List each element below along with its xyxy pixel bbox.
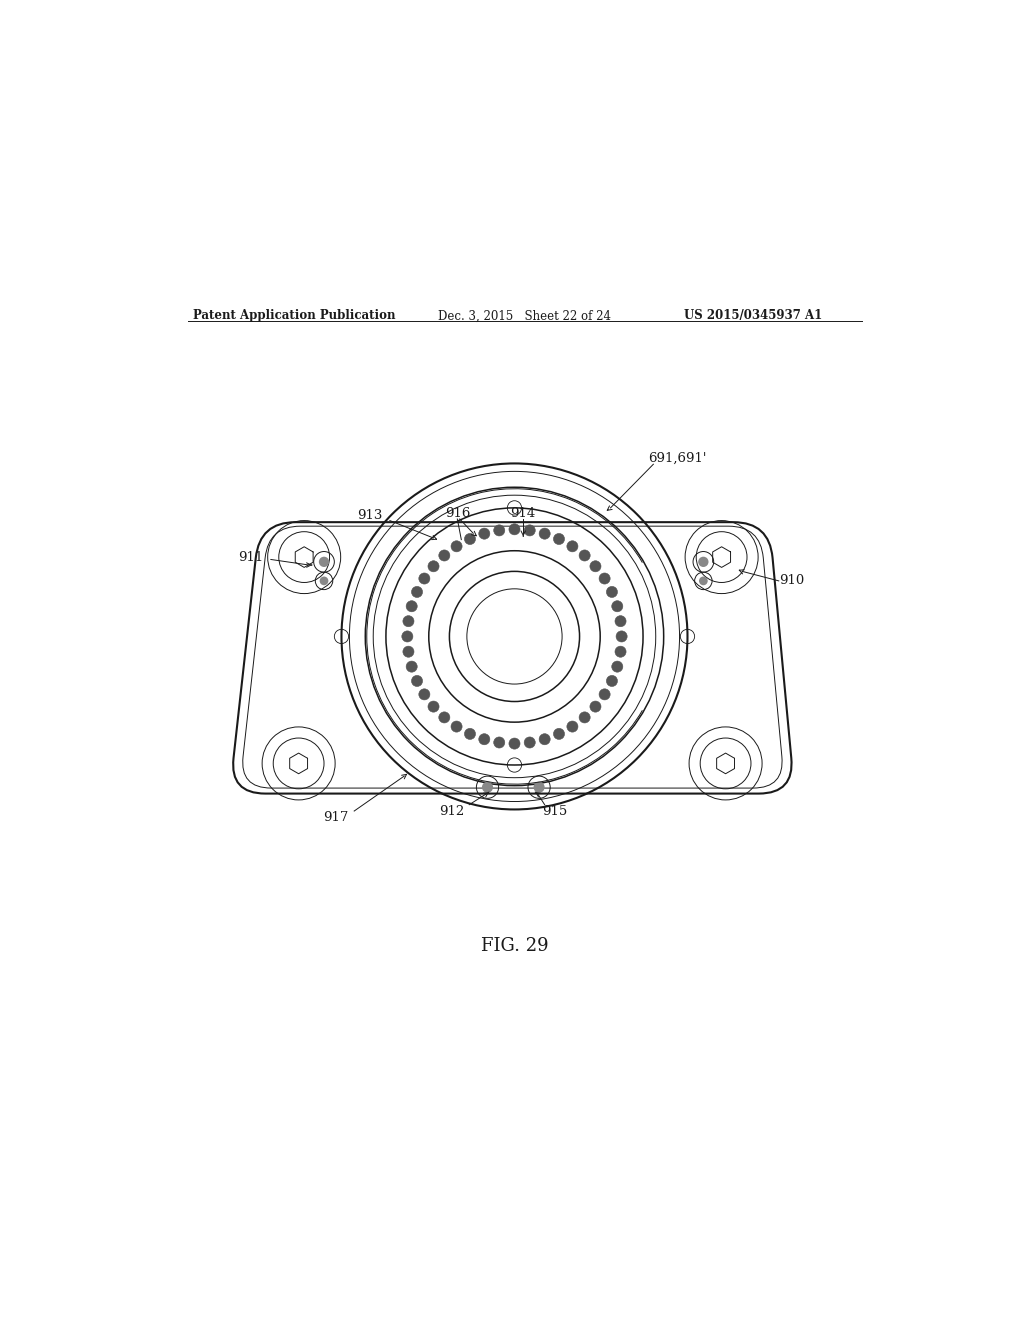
Circle shape bbox=[451, 541, 462, 552]
Circle shape bbox=[438, 711, 450, 723]
Circle shape bbox=[616, 631, 627, 642]
Circle shape bbox=[494, 737, 505, 748]
Circle shape bbox=[318, 557, 329, 568]
Circle shape bbox=[590, 701, 601, 713]
Circle shape bbox=[451, 721, 462, 733]
Circle shape bbox=[407, 661, 417, 672]
Circle shape bbox=[419, 573, 430, 583]
Text: 691,691': 691,691' bbox=[648, 453, 707, 465]
Circle shape bbox=[524, 525, 536, 536]
Circle shape bbox=[479, 734, 489, 744]
Text: Patent Application Publication: Patent Application Publication bbox=[194, 309, 395, 322]
Circle shape bbox=[553, 533, 564, 545]
Circle shape bbox=[599, 689, 610, 700]
Circle shape bbox=[482, 781, 494, 793]
Text: 915: 915 bbox=[543, 804, 567, 817]
Circle shape bbox=[553, 729, 564, 739]
Circle shape bbox=[479, 528, 489, 539]
Text: 913: 913 bbox=[357, 510, 383, 523]
Circle shape bbox=[615, 645, 626, 657]
Circle shape bbox=[402, 645, 414, 657]
Circle shape bbox=[412, 676, 423, 686]
Circle shape bbox=[539, 734, 550, 744]
Circle shape bbox=[698, 557, 709, 568]
Circle shape bbox=[606, 586, 617, 598]
Text: US 2015/0345937 A1: US 2015/0345937 A1 bbox=[684, 309, 822, 322]
Circle shape bbox=[539, 528, 550, 539]
Circle shape bbox=[567, 541, 578, 552]
Circle shape bbox=[319, 577, 329, 585]
Circle shape bbox=[494, 525, 505, 536]
Circle shape bbox=[699, 577, 708, 585]
Circle shape bbox=[402, 615, 414, 627]
Text: 916: 916 bbox=[444, 507, 470, 520]
Text: 910: 910 bbox=[778, 574, 804, 587]
Circle shape bbox=[567, 721, 578, 733]
Circle shape bbox=[524, 737, 536, 748]
Circle shape bbox=[407, 601, 417, 611]
Circle shape bbox=[428, 561, 439, 572]
Circle shape bbox=[580, 550, 590, 561]
Circle shape bbox=[599, 573, 610, 583]
Circle shape bbox=[534, 781, 545, 793]
Circle shape bbox=[419, 689, 430, 700]
Text: 914: 914 bbox=[511, 507, 536, 520]
Circle shape bbox=[465, 729, 475, 739]
Circle shape bbox=[428, 701, 439, 713]
Text: 917: 917 bbox=[324, 810, 348, 824]
Circle shape bbox=[509, 738, 520, 750]
Circle shape bbox=[412, 586, 423, 598]
Text: Dec. 3, 2015   Sheet 22 of 24: Dec. 3, 2015 Sheet 22 of 24 bbox=[437, 309, 610, 322]
Circle shape bbox=[465, 533, 475, 545]
Circle shape bbox=[438, 550, 450, 561]
Text: 912: 912 bbox=[439, 804, 465, 817]
Circle shape bbox=[611, 601, 623, 611]
Circle shape bbox=[401, 631, 413, 642]
Circle shape bbox=[606, 676, 617, 686]
Circle shape bbox=[590, 561, 601, 572]
Circle shape bbox=[580, 711, 590, 723]
Text: FIG. 29: FIG. 29 bbox=[480, 937, 548, 954]
Circle shape bbox=[611, 661, 623, 672]
Text: 911: 911 bbox=[239, 550, 263, 564]
Circle shape bbox=[615, 615, 626, 627]
Circle shape bbox=[509, 524, 520, 535]
